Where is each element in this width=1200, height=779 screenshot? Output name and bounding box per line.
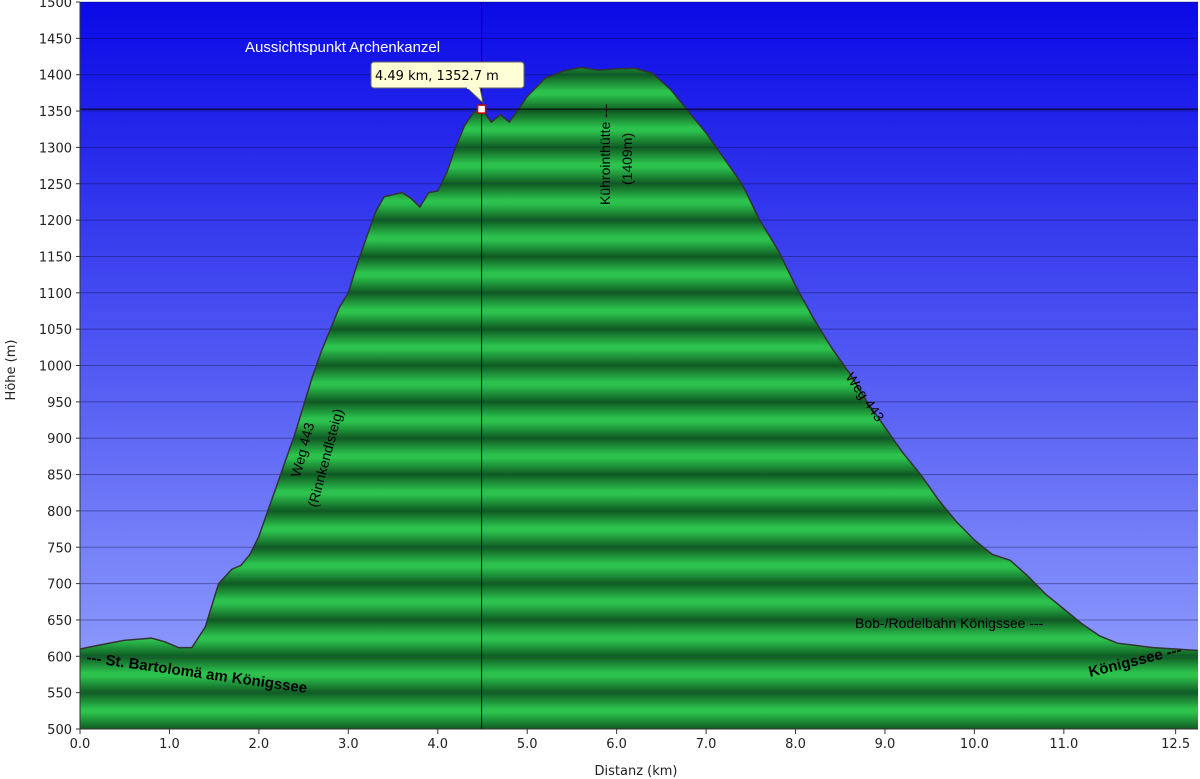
x-tick-label: 6.0 <box>606 737 627 752</box>
area-band <box>80 583 1198 620</box>
y-tick-label: 1200 <box>39 214 72 229</box>
y-tick-label: 1300 <box>39 141 72 156</box>
x-tick-label: 3.0 <box>338 737 359 752</box>
y-tick-label: 750 <box>47 541 72 556</box>
crosshair-marker <box>476 104 487 114</box>
x-axis-ticks: 0.0 1.0 2.0 3.0 4.0 5.0 6.0 7.0 8.0 9.0 10.0 11.0 12… <box>70 728 1198 752</box>
annotation-rodelbahn: Bob-/Rodelbahn Königssee --- <box>855 615 1044 631</box>
y-tick-label: 950 <box>47 396 72 411</box>
x-tick-label: 12.5 <box>1161 737 1190 752</box>
y-tick-label: 650 <box>47 614 72 629</box>
tooltip-box <box>370 61 525 89</box>
y-tick-label: 1350 <box>39 105 72 120</box>
y-tick-label: 600 <box>47 650 72 665</box>
y-tick-label: 850 <box>47 469 72 484</box>
y-tick-label: 800 <box>47 505 72 520</box>
y-tick-label: 1250 <box>39 178 72 193</box>
x-tick-label: 1.0 <box>159 737 180 752</box>
tooltip-text: 4.49 km, 1352.7 m <box>375 69 499 84</box>
y-tick-label: 900 <box>47 432 72 447</box>
area-band <box>80 67 1198 75</box>
y-axis-ticks: 500 550 600 650 700 750 800 850 900 950 1000 1050 11… <box>39 0 81 738</box>
y-tick-label: 700 <box>47 578 72 593</box>
area-band <box>80 619 1198 657</box>
y-tick-label: 1000 <box>39 360 72 375</box>
x-tick-label: 10.0 <box>960 737 989 752</box>
crosshair <box>80 2 1198 729</box>
x-tick-label: 0.0 <box>70 737 91 752</box>
x-tick-label: 8.0 <box>785 737 806 752</box>
tooltip: 4.49 km, 1352.7 m <box>370 61 525 105</box>
y-tick-label: 1100 <box>39 287 72 302</box>
x-tick-label: 4.0 <box>427 737 448 752</box>
y-tick-label: 1150 <box>39 250 72 265</box>
annotation-kuehrointhuette-height: (1409m) <box>619 133 635 185</box>
area-band <box>80 656 1198 693</box>
area-band <box>80 692 1198 729</box>
x-tick-label: 5.0 <box>517 737 538 752</box>
y-tick-label: 1450 <box>39 32 72 47</box>
y-axis-title: Höhe (m) <box>4 340 19 401</box>
y-tick-label: 1050 <box>39 323 72 338</box>
y-tick-label: 550 <box>47 687 72 702</box>
x-tick-label: 11.0 <box>1049 737 1078 752</box>
elevation-line <box>80 66 1198 652</box>
annotation-archenkanzel: Aussichtspunkt Archenkanzel <box>245 39 440 56</box>
y-tick-label: 1500 <box>39 0 72 11</box>
x-tick-label: 7.0 <box>696 737 717 752</box>
y-tick-label: 1400 <box>39 69 72 84</box>
y-tick-label: 500 <box>47 723 72 738</box>
annotation-kuehrointhuette: Kührointhütte --- <box>597 104 613 205</box>
x-tick-label: 2.0 <box>249 737 270 752</box>
x-axis-title: Distanz (km) <box>595 764 678 779</box>
x-tick-label: 9.0 <box>875 737 896 752</box>
